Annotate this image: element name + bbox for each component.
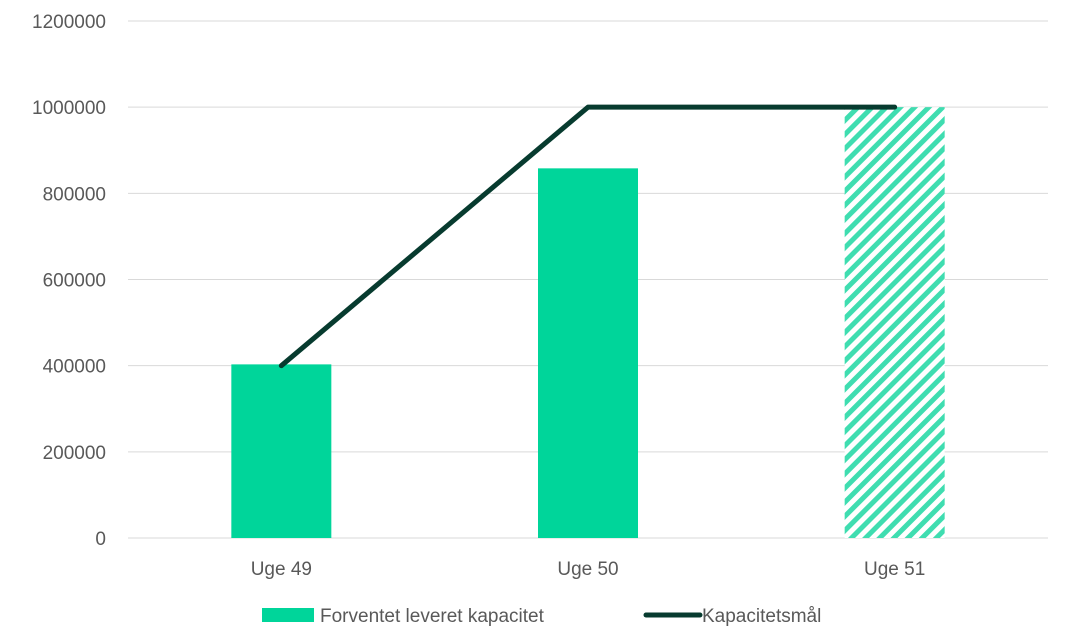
legend: Forventet leveret kapacitet Kapacitetsmål (262, 606, 821, 627)
y-axis-ticks: 0 200000 400000 600000 800000 1000000 1200000 (32, 12, 106, 550)
x-tick-label: Uge 49 (251, 559, 312, 580)
legend-swatch-bar (262, 608, 314, 622)
y-tick-label: 200000 (43, 443, 106, 464)
legend-label: Kapacitetsmål (702, 606, 821, 627)
bar (844, 107, 945, 539)
y-tick-label: 400000 (43, 357, 106, 378)
legend-label: Forventet leveret kapacitet (320, 606, 545, 627)
y-tick-label: 800000 (43, 184, 106, 205)
y-tick-label: 0 (95, 529, 106, 550)
line-series-path (278, 104, 898, 369)
bar (538, 168, 638, 538)
y-tick-label: 1200000 (32, 12, 106, 33)
y-tick-label: 1000000 (32, 98, 106, 119)
x-tick-label: Uge 51 (864, 559, 925, 580)
y-tick-label: 600000 (43, 271, 106, 292)
line-series (278, 104, 898, 369)
bar (231, 364, 332, 538)
x-tick-label: Uge 50 (557, 559, 618, 580)
bar-series (231, 107, 945, 539)
x-axis-ticks: Uge 49 Uge 50 Uge 51 (251, 559, 926, 580)
